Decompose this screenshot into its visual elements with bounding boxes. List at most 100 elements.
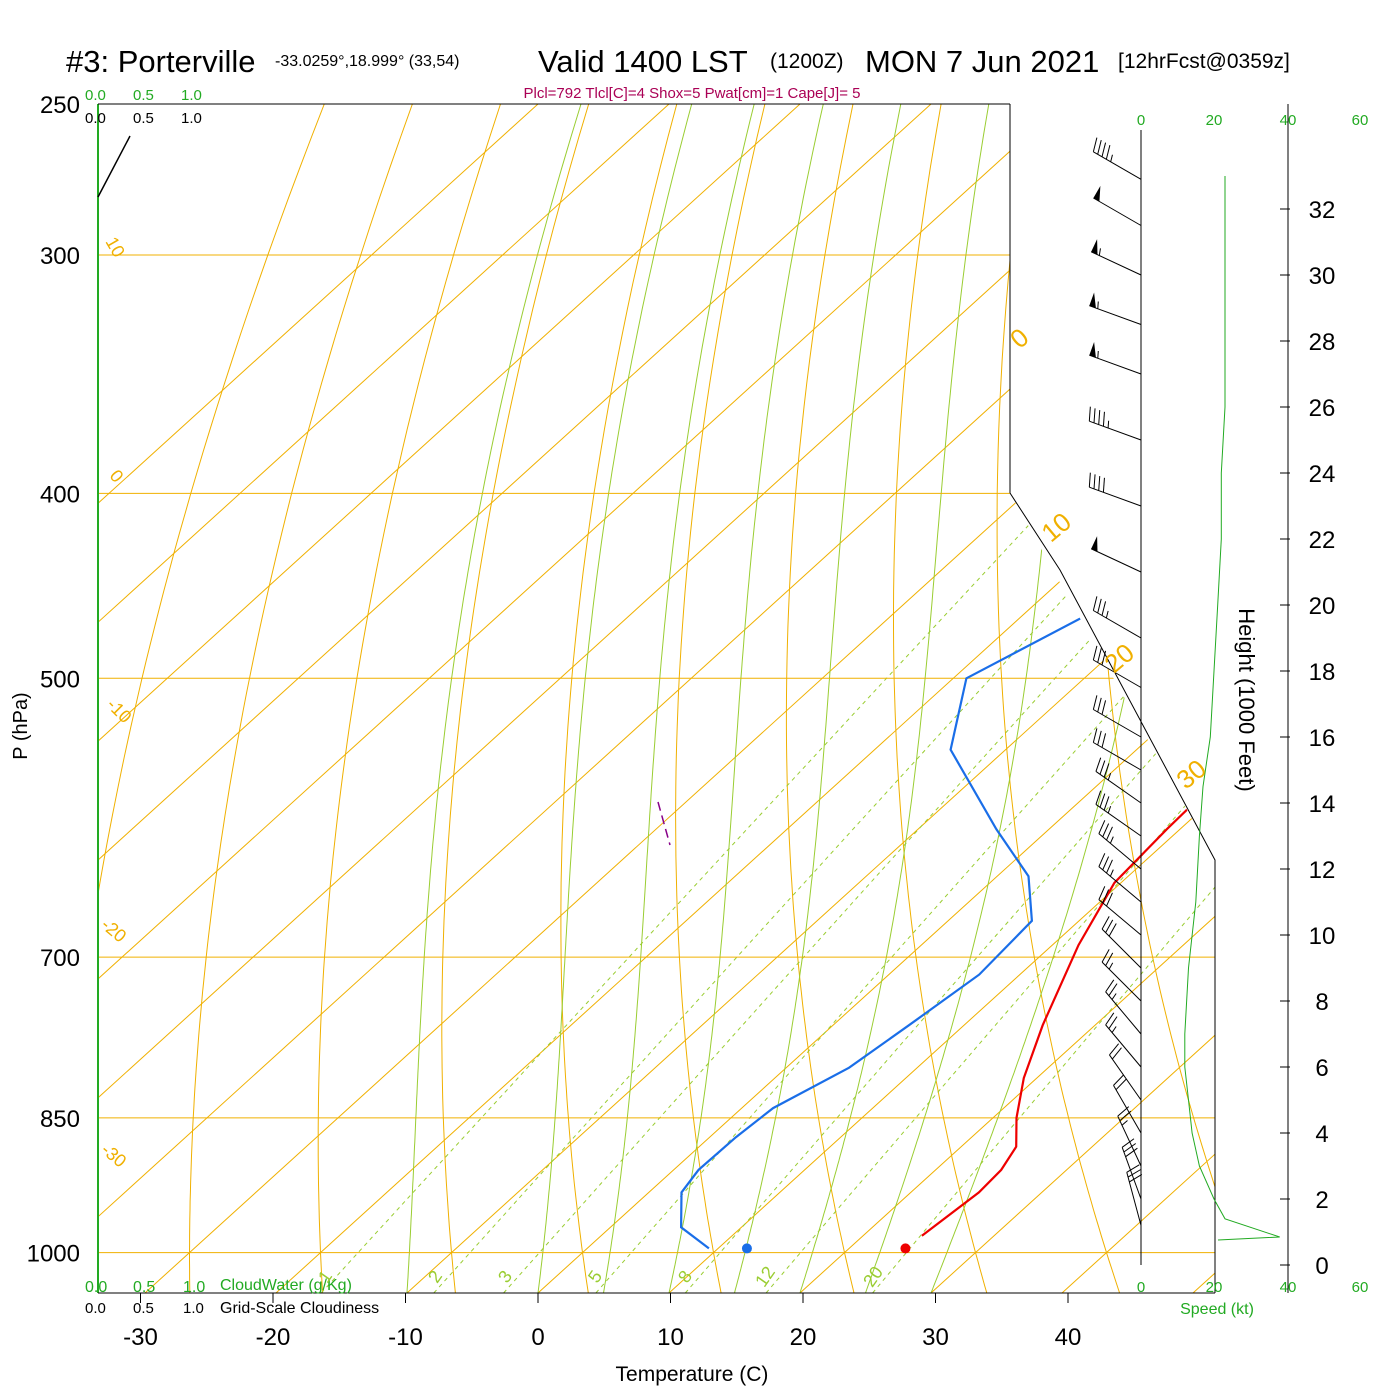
wind-barb-flag [1106, 892, 1113, 907]
mixing-ratio-line [503, 493, 1215, 1293]
wind-barb-staff [1117, 1115, 1142, 1167]
dry-adiabat-line [785, 104, 855, 1293]
dewpoint-surface-point [741, 1243, 752, 1254]
wind-barb-flag [1121, 1138, 1135, 1148]
moist-adiabat-line [734, 104, 902, 1293]
wind-barb-half-flag [1111, 993, 1117, 1000]
height-tick-label: 20 [1309, 593, 1336, 620]
wind-barb [1092, 728, 1142, 771]
wind-barb-half-flag [1109, 869, 1114, 877]
wind-barb-flag [1108, 983, 1118, 996]
site-title: #3: Porterville [66, 44, 256, 79]
height-tick-label: 4 [1315, 1121, 1328, 1148]
wind-barb-flag [1105, 919, 1114, 933]
wind-barb [1101, 949, 1142, 1002]
wind-barb [1113, 1074, 1142, 1134]
wind-panel [1088, 130, 1280, 1265]
isotherm-line [537, 104, 1215, 1293]
wind-barb-half-flag [1110, 154, 1113, 162]
mixing-ratio-line [684, 493, 1215, 1293]
wind-barb-staff [1109, 1054, 1142, 1101]
wind-barb [1109, 1043, 1142, 1101]
dry-adiabat-label: -30 [97, 1139, 130, 1171]
wind-barb-flag [1098, 853, 1106, 867]
isotherm-line [98, 104, 932, 1293]
isotherm-line [406, 104, 1215, 1293]
isotherm-line [1324, 104, 1400, 1293]
wind-barb-flag [1092, 728, 1098, 743]
wind-barb-half-flag [1121, 1120, 1128, 1126]
wind-barb-flag [1092, 596, 1098, 611]
forecast-date: MON 7 Jun 2021 [865, 44, 1099, 79]
bottom-green-scale-1: 0.5 [133, 1279, 155, 1296]
wind-barb-flag [1102, 411, 1105, 427]
moist-adiabat-line [799, 104, 990, 1293]
wind-barb-flag [1105, 145, 1111, 160]
wind-barb-flag [1101, 650, 1107, 666]
wind-barb-flag [1119, 1110, 1132, 1122]
isotherm-line [1061, 104, 1215, 1293]
temperature-tick-label: 10 [657, 1324, 684, 1351]
wind-barb-staff [1090, 548, 1142, 573]
wind-barb-flag [1101, 733, 1107, 748]
dewpoint-line [679, 138, 1215, 1250]
isotherm-line [98, 104, 801, 1293]
mixing-ratio-label: 2 [424, 1267, 446, 1287]
forecast-run: [12hrFcst@0359z] [1118, 50, 1290, 73]
height-tick-label: 18 [1309, 659, 1336, 686]
wind-barb-flag [1101, 601, 1107, 616]
wind-barb-flag [1105, 979, 1115, 993]
top-green-scale-0: 0.0 [85, 87, 106, 104]
wind-barb [1095, 757, 1142, 804]
isotherm-line [275, 104, 1215, 1293]
wind-barb-staff [1095, 804, 1142, 837]
wind-barb [1090, 536, 1142, 573]
wind-barb-flag [1092, 695, 1098, 710]
wind-barb-flag [1123, 1143, 1136, 1153]
wind-barb-half-flag [1111, 1026, 1117, 1033]
wind-barb-staff [1089, 354, 1142, 375]
valid-time: Valid 1400 LST [538, 44, 748, 79]
wind-barb-staff [1101, 961, 1142, 1002]
sounding-params: Plcl=792 Tlcl[C]=4 Shox=5 Pwat[cm]=1 Cap… [524, 85, 861, 102]
wind-barb-flag [1097, 140, 1102, 155]
isotherm-line [1192, 104, 1215, 1293]
wind-barb-flag [1098, 476, 1101, 491]
height-tick-label: 8 [1315, 989, 1328, 1016]
dry-adiabat-line [1289, 104, 1400, 1293]
speed-tick-bottom-1: 20 [1206, 1279, 1223, 1296]
dry-adiabat-line [893, 104, 988, 1293]
wind-barb [1095, 790, 1142, 837]
wind-barb-flag [1102, 823, 1110, 838]
mixing-ratio-line [320, 493, 1059, 1293]
wind-barb [1093, 185, 1142, 226]
wind-barb-flag [1102, 889, 1110, 904]
wind-barb-half-flag [1107, 773, 1112, 781]
wind-barb-flag [1088, 472, 1091, 488]
wind-barb-flag [1108, 923, 1117, 937]
mixing-ratio-line [872, 493, 1215, 1293]
height-tick-label: 16 [1309, 725, 1336, 752]
temperature-tick-label: -10 [388, 1324, 423, 1351]
mixing-ratio-line [433, 493, 1161, 1293]
wind-barb [1105, 1012, 1142, 1068]
wind-barb-flag [1105, 1012, 1115, 1026]
pressure-tick-label: 300 [40, 243, 80, 270]
parcel-path [657, 801, 671, 846]
top-green-scale-2: 1.0 [181, 87, 202, 104]
bottom-green-scale-2: 1.0 [183, 1279, 205, 1296]
isotherm-label: 20 [1098, 637, 1139, 679]
wind-barb-staff [1105, 991, 1142, 1035]
wind-barb [1098, 853, 1142, 903]
wind-barb-staff [1093, 197, 1142, 226]
top-black-scale-1: 0.5 [133, 110, 154, 127]
bottom-black-scale-1: 0.5 [133, 1300, 154, 1317]
wind-barb-flag [1101, 700, 1107, 715]
wind-barb [1088, 406, 1142, 441]
speed-tick-top-1: 20 [1206, 112, 1223, 129]
wind-barb-flag [1095, 757, 1102, 772]
isotherm-line [98, 104, 1194, 1293]
wind-barb-staff [1105, 1024, 1142, 1068]
top-green-scale-1: 0.5 [133, 87, 154, 104]
